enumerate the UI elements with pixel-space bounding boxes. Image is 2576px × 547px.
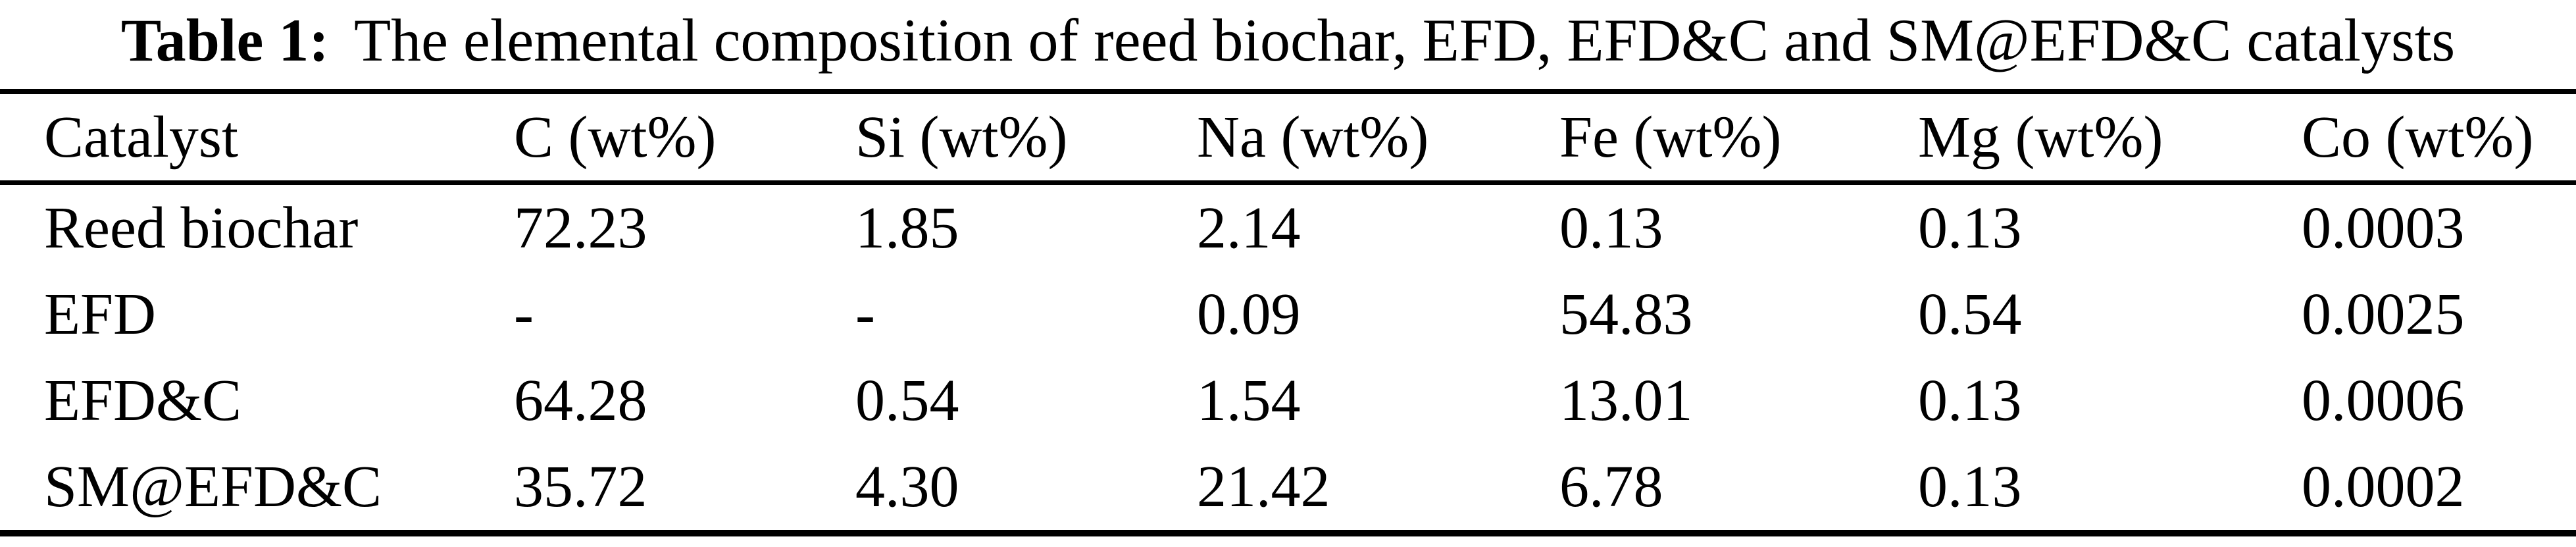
table-caption-text: The elemental composition of reed biocha… xyxy=(353,7,2456,74)
column-header-na: Na (wt%) xyxy=(1197,105,1429,170)
value-cell-c: - xyxy=(514,282,534,348)
value-cell-mg: 0.13 xyxy=(1918,195,2022,261)
header-row: Catalyst C (wt%) Si (wt%) Na (wt%) Fe (w… xyxy=(0,91,2576,183)
value-cell-si: - xyxy=(855,282,875,348)
value-cell-c: 72.23 xyxy=(514,195,647,261)
column-header-si: Si (wt%) xyxy=(855,105,1068,170)
column-header-c: C (wt%) xyxy=(514,105,717,170)
catalyst-cell: EFD xyxy=(44,282,157,348)
table-row-sm-efd-c: SM@EFD&C 35.72 4.30 21.42 6.78 0.13 0.00… xyxy=(0,444,2576,533)
catalyst-cell: EFD&C xyxy=(44,368,242,434)
value-cell-na: 21.42 xyxy=(1197,454,1330,520)
catalyst-cell: SM@EFD&C xyxy=(44,454,382,520)
value-cell-si: 1.85 xyxy=(855,195,959,261)
table-caption-label: Table 1: xyxy=(120,7,329,74)
value-cell-na: 1.54 xyxy=(1197,368,1301,434)
column-header-co: Co (wt%) xyxy=(2302,105,2534,170)
value-cell-fe: 54.83 xyxy=(1559,282,1693,348)
table-row-efd: EFD - - 0.09 54.83 0.54 0.0025 xyxy=(0,271,2576,357)
value-cell-si: 4.30 xyxy=(855,454,959,520)
column-header-fe: Fe (wt%) xyxy=(1559,105,1782,170)
value-cell-co: 0.0002 xyxy=(2302,454,2465,520)
value-cell-mg: 0.54 xyxy=(1918,282,2022,348)
value-cell-na: 0.09 xyxy=(1197,282,1301,348)
value-cell-na: 2.14 xyxy=(1197,195,1301,261)
table-row-reed-biochar: Reed biochar 72.23 1.85 2.14 0.13 0.13 0… xyxy=(0,183,2576,272)
value-cell-fe: 6.78 xyxy=(1559,454,1663,520)
elemental-composition-table: Catalyst C (wt%) Si (wt%) Na (wt%) Fe (w… xyxy=(0,89,2576,537)
column-header-catalyst: Catalyst xyxy=(44,105,238,170)
table-caption: Table 1: The elemental composition of ree… xyxy=(0,0,2576,74)
value-cell-co: 0.0003 xyxy=(2302,195,2465,261)
value-cell-mg: 0.13 xyxy=(1918,454,2022,520)
value-cell-co: 0.0025 xyxy=(2302,282,2465,348)
value-cell-c: 64.28 xyxy=(514,368,647,434)
value-cell-co: 0.0006 xyxy=(2302,368,2465,434)
value-cell-fe: 0.13 xyxy=(1559,195,1663,261)
catalyst-cell: Reed biochar xyxy=(44,195,359,261)
value-cell-c: 35.72 xyxy=(514,454,647,520)
value-cell-mg: 0.13 xyxy=(1918,368,2022,434)
table-row-efd-c: EFD&C 64.28 0.54 1.54 13.01 0.13 0.0006 xyxy=(0,357,2576,444)
column-header-mg: Mg (wt%) xyxy=(1918,105,2163,170)
value-cell-si: 0.54 xyxy=(855,368,959,434)
value-cell-fe: 13.01 xyxy=(1559,368,1693,434)
